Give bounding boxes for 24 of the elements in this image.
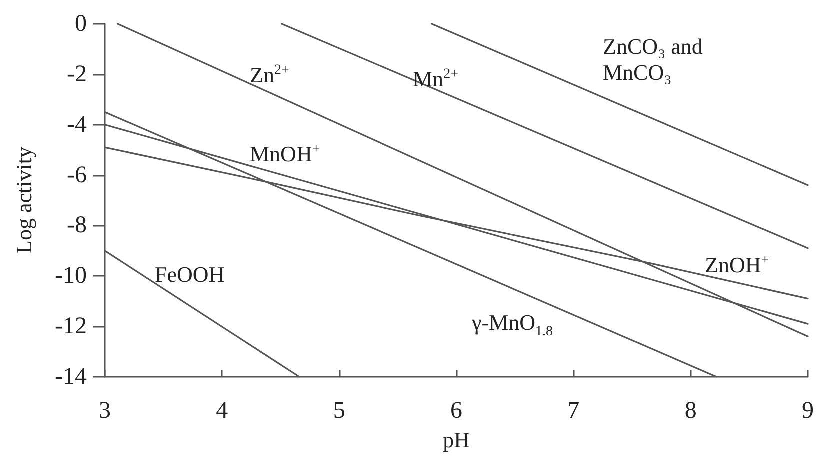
x-tick-label: 5	[333, 398, 346, 424]
x-tick-label: 9	[802, 398, 814, 424]
y-tick-label: -2	[67, 61, 87, 88]
x-tick-label: 8	[684, 398, 697, 424]
y-tick-label: -12	[55, 314, 87, 340]
annotation: Mn$^{2+}$	[413, 65, 458, 92]
annotation: Zn$^{2+}$	[250, 61, 290, 88]
annotation: ZnOH$^{+}$	[705, 251, 770, 278]
y-tick-label: -10	[55, 263, 87, 290]
annotation: MnOH$^{+}$	[250, 140, 320, 168]
annotation: FeOOH	[155, 262, 225, 288]
x-tick-label: 6	[450, 398, 462, 424]
y-tick-label: -4	[67, 112, 87, 138]
y-tick-label: -14	[55, 364, 87, 390]
annotation: ZnCO₃ and MnCO₃	[603, 34, 704, 86]
y-axis-title: Log activity	[12, 147, 36, 254]
x-tick-label: 3	[99, 398, 111, 424]
x-tick-label: 4	[216, 398, 228, 424]
y-tick-label: 0	[75, 11, 87, 37]
y-tick-label: -8	[67, 212, 87, 239]
annotation: γ-MnO$_{1.8}$	[472, 310, 553, 342]
y-tick-label: -6	[67, 162, 87, 188]
x-tick-label: 7	[568, 398, 580, 424]
x-axis-title: pH	[443, 428, 470, 452]
